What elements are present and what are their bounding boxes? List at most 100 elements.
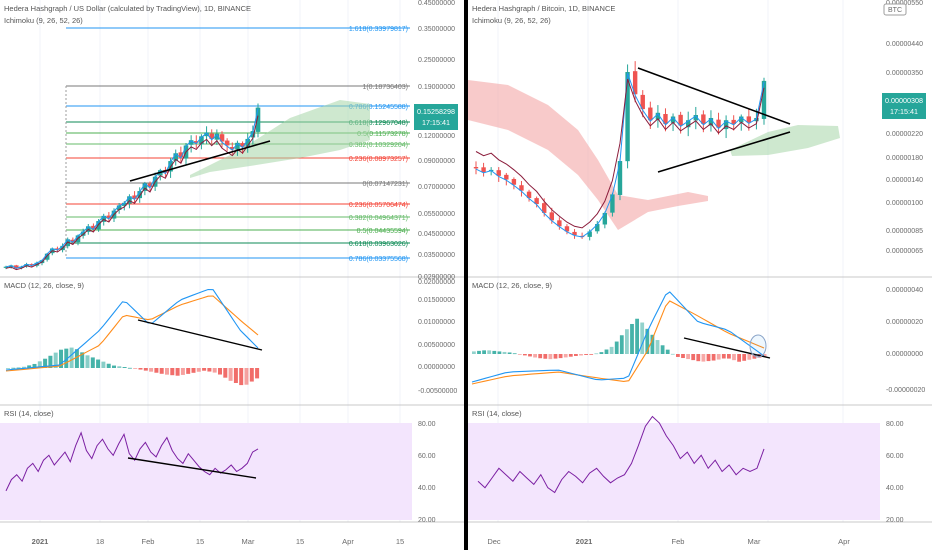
candle-body xyxy=(693,115,698,121)
candle-timer-label: 17:15:41 xyxy=(890,107,918,116)
time-axis-label: Apr xyxy=(838,537,850,546)
rsi-label: RSI (14, close) xyxy=(4,409,54,418)
time-axis-label: Feb xyxy=(672,537,685,546)
candle-body xyxy=(142,183,148,191)
candle-body xyxy=(204,132,209,137)
macd-histogram-bar xyxy=(507,352,512,354)
macd-histogram-bar xyxy=(191,368,196,373)
macd-axis-tick-label: 0.00500000 xyxy=(418,342,455,349)
fib-level-label: 0.5(0.04435594) xyxy=(357,228,408,235)
macd-axis-tick-label: -0.00500000 xyxy=(418,388,457,395)
macd-histogram-bar xyxy=(122,367,127,368)
candle-body xyxy=(173,153,179,161)
price-axis-tick-label: 0.07000000 xyxy=(418,184,455,191)
macd-histogram-bar xyxy=(27,365,32,368)
macd-histogram-bar xyxy=(563,354,568,358)
macd-histogram-bar xyxy=(599,352,604,354)
ichimoku-conversion-line xyxy=(5,108,259,269)
macd-histogram-bar xyxy=(16,367,21,369)
macd-histogram-bar xyxy=(154,368,159,373)
macd-histogram-bar xyxy=(742,354,747,361)
price-axis-tick-label: 0.00000550 xyxy=(886,0,923,7)
macd-histogram-bar xyxy=(53,352,58,368)
macd-histogram-bar xyxy=(497,351,502,354)
price-axis-tick-label: 0.04500000 xyxy=(418,231,455,238)
macd-histogram-bar xyxy=(701,354,706,362)
macd-histogram-bar xyxy=(732,354,736,361)
ichimoku-cloud xyxy=(190,100,370,178)
macd-histogram-bar xyxy=(665,349,670,354)
macd-histogram-bar xyxy=(655,340,660,354)
candle-body xyxy=(511,179,517,185)
candle-body xyxy=(731,119,736,124)
left-chart-xusd[interactable]: 0.45000000 0.35000000 0.25000000 0.19000000… xyxy=(0,0,464,550)
candle-body xyxy=(519,185,524,191)
candle-body xyxy=(209,133,215,139)
macd-histogram-bar xyxy=(645,328,650,354)
macd-axis-tick-label: 0.02000000 xyxy=(418,279,455,286)
ichimoku-base-line xyxy=(475,78,765,229)
candle-body xyxy=(188,140,194,145)
candle-body xyxy=(632,71,638,95)
macd-axis-tick-label: 0.01000000 xyxy=(418,319,455,326)
macd-histogram-bar xyxy=(691,354,696,361)
highlight-circle xyxy=(749,334,767,358)
macd-histogram-bar xyxy=(6,368,10,369)
candle-body xyxy=(116,205,122,210)
candle-body xyxy=(602,212,608,225)
fib-level-label: 1(0.18736403) xyxy=(362,84,408,91)
candle-body xyxy=(199,136,204,145)
macd-histogram-bar xyxy=(117,366,122,368)
fib-level-label: 0.382(0.04964371) xyxy=(349,215,408,222)
macd-line xyxy=(5,288,259,371)
macd-histogram-bar xyxy=(202,368,207,371)
macd-histogram-bar xyxy=(716,354,721,360)
macd-histogram-bar xyxy=(553,354,558,359)
macd-histogram-bar xyxy=(165,368,169,375)
macd-histogram-bar xyxy=(579,354,583,356)
candle-body xyxy=(496,170,501,176)
rsi-line xyxy=(5,431,259,492)
candle-body xyxy=(80,231,86,236)
candle-body xyxy=(245,138,251,147)
macd-axis-tick-label: 0.00000000 xyxy=(418,364,455,371)
macd-histogram-bar xyxy=(133,368,138,369)
macd-histogram-bar xyxy=(681,354,685,359)
macd-histogram-bar xyxy=(625,329,629,354)
macd-histogram-bar xyxy=(543,354,548,359)
macd-histogram-bar xyxy=(492,350,497,354)
macd-histogram-bar xyxy=(528,354,532,357)
candle-body xyxy=(473,167,479,169)
candle-body xyxy=(640,94,645,110)
fib-level-label: 0.786(0.15245588) xyxy=(349,104,408,111)
candle-body xyxy=(648,107,653,121)
candle-body xyxy=(542,203,547,213)
macd-histogram-bar xyxy=(80,352,85,368)
macd-histogram-bar xyxy=(747,354,752,360)
rsi-axis-tick-label: 20.00 xyxy=(418,517,436,524)
macd-histogram-bar xyxy=(517,354,522,355)
triangle-upper-trendline xyxy=(637,67,791,125)
candle-body xyxy=(625,72,630,162)
candle-body xyxy=(214,133,220,140)
macd-axis-tick-label: 0.01500000 xyxy=(418,297,455,304)
macd-histogram-bar xyxy=(21,366,26,368)
candle-body xyxy=(147,183,153,188)
macd-histogram-bar xyxy=(175,368,180,376)
candle-body xyxy=(739,116,744,123)
macd-histogram-bar xyxy=(43,358,48,368)
rsi-axis-tick-label: 80.00 xyxy=(418,421,436,428)
candle-body xyxy=(121,202,127,206)
price-axis-tick-label: 0.02900000 xyxy=(418,274,455,281)
chart-divider xyxy=(464,0,468,550)
rsi-axis-tick-label: 40.00 xyxy=(418,485,436,492)
candle-body xyxy=(3,266,9,268)
macd-histogram-bar xyxy=(249,368,254,382)
right-chart-xbtc[interactable]: 0.000005500.000004400.000003500.00000280… xyxy=(468,0,932,550)
price-axis-tick-label: 0.12000000 xyxy=(418,133,455,140)
price-axis-tick-label: 0.00000180 xyxy=(886,155,923,162)
btc-badge xyxy=(883,3,907,16)
triangle-lower-trendline xyxy=(657,131,791,173)
macd-histogram-bar xyxy=(472,351,476,354)
